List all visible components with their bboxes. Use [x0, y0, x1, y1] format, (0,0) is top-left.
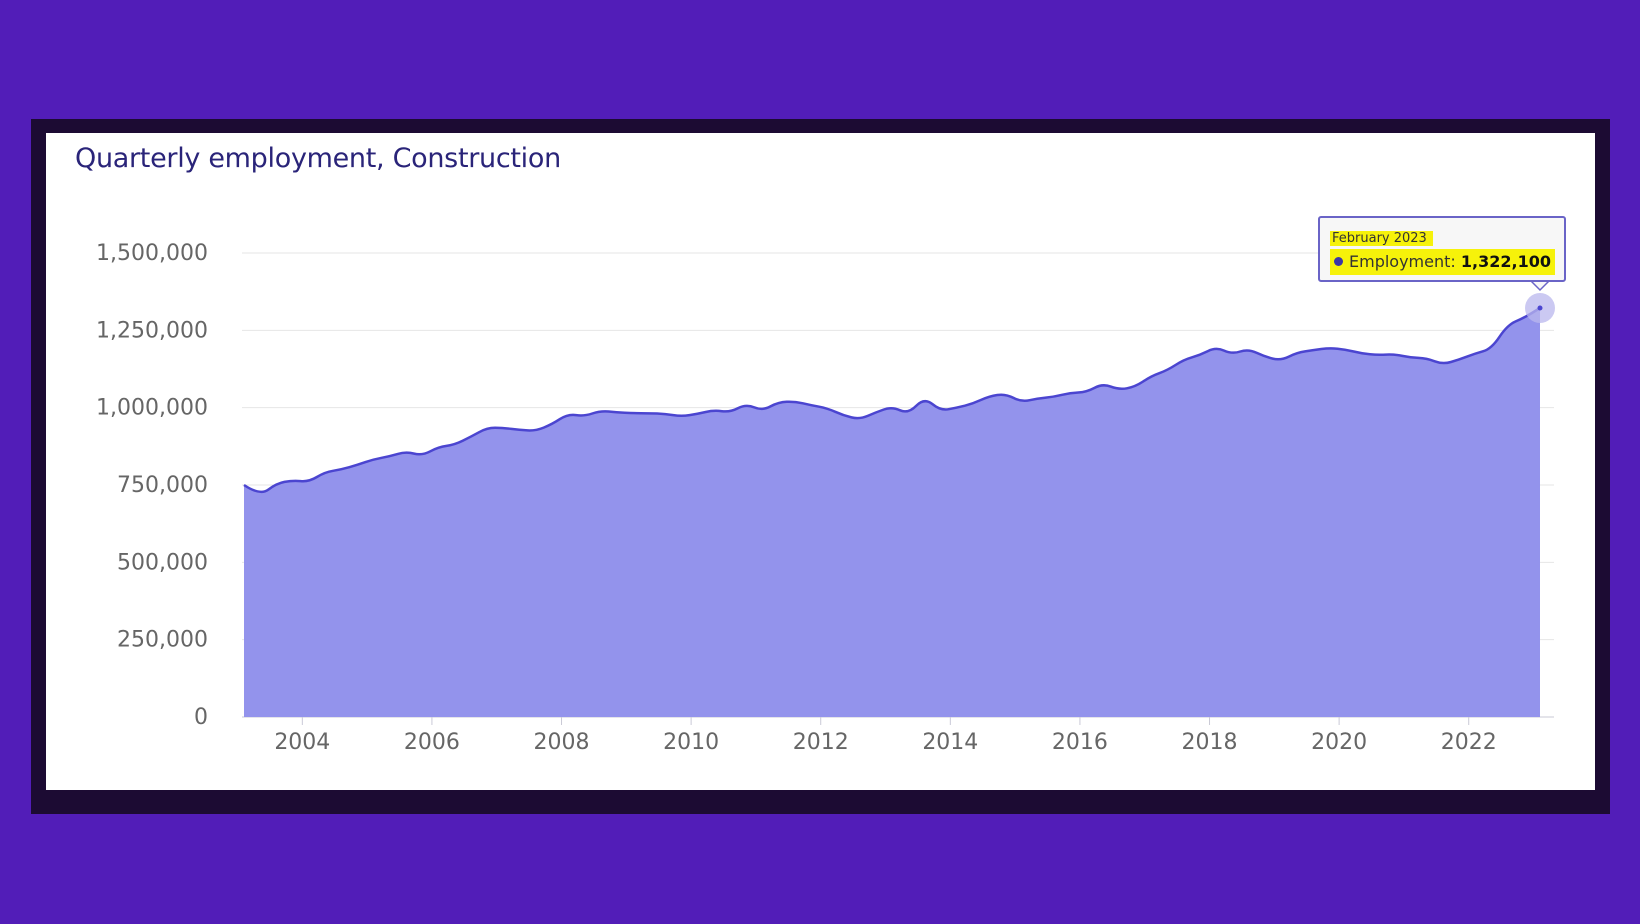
x-tick-label: 2022: [1441, 730, 1497, 755]
x-tick-label: 2014: [922, 730, 978, 755]
hover-point: [1537, 305, 1543, 311]
y-tick-label: 1,500,000: [96, 241, 208, 266]
area-chart[interactable]: 0 250,000 500,000 750,000 1,000,000 1,250,000…: [46, 133, 1595, 790]
x-tick-label: 2006: [404, 730, 460, 755]
x-tick-label: 2020: [1311, 730, 1367, 755]
x-tick-label: 2012: [793, 730, 849, 755]
x-tick-label: 2018: [1182, 730, 1238, 755]
data-tooltip: February 2023 Employment: 1,322,100: [1318, 216, 1566, 282]
x-tick-label: 2016: [1052, 730, 1108, 755]
y-tick-label: 250,000: [117, 628, 208, 653]
tooltip-row: Employment: 1,322,100: [1330, 249, 1555, 275]
y-tick-label: 500,000: [117, 550, 208, 575]
x-tick-label: 2008: [534, 730, 590, 755]
series-dot-icon: [1334, 257, 1343, 266]
chart-card: Quarterly employment, Construction 0 250,…: [46, 133, 1595, 790]
y-tick-label: 1,250,000: [96, 318, 208, 343]
series-area: [244, 308, 1540, 717]
chart-title: Quarterly employment, Construction: [75, 143, 561, 174]
series-line: [243, 306, 1541, 494]
tooltip-pointer: [1530, 280, 1550, 292]
y-tick-label: 750,000: [117, 473, 208, 498]
x-tick-label: 2010: [663, 730, 719, 755]
y-tick-label: 0: [194, 705, 208, 730]
x-tick-label: 2004: [274, 730, 330, 755]
tooltip-date: February 2023: [1330, 231, 1433, 246]
tooltip-value: 1,322,100: [1460, 252, 1551, 271]
tooltip-series-label: Employment:: [1349, 252, 1456, 271]
y-tick-label: 1,000,000: [96, 396, 208, 421]
